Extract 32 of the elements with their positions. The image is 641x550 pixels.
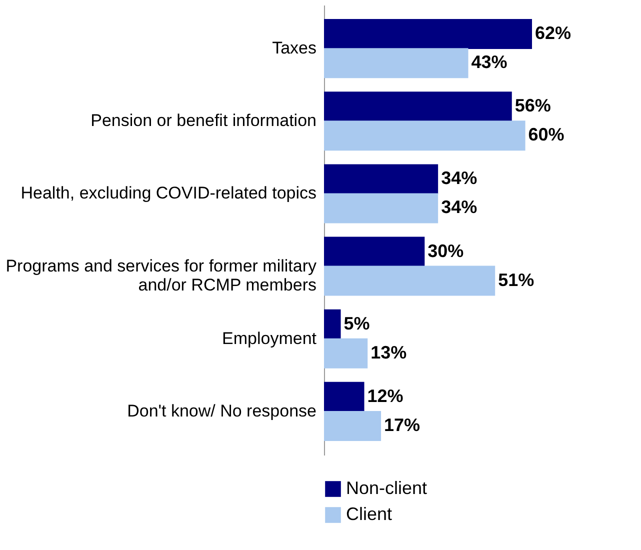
legend-label: Non-client	[346, 478, 428, 498]
data-label: 17%	[384, 414, 420, 435]
y-tick-label: Pension or benefit information	[90, 111, 316, 130]
data-label: 34%	[441, 197, 478, 218]
data-label: 51%	[498, 270, 534, 290]
bar	[324, 19, 532, 50]
y-tick-label: Programs and services for former military and/or RCMP members	[6, 256, 317, 294]
bar	[324, 193, 438, 224]
y-tick-label: Employment	[222, 328, 317, 348]
bar	[324, 266, 496, 296]
data-label: 12%	[367, 386, 404, 406]
data-label: 62%	[535, 23, 572, 44]
data-label: 30%	[428, 240, 464, 261]
bar	[324, 48, 468, 78]
bar	[324, 309, 341, 340]
bar	[324, 120, 526, 151]
data-label: 60%	[528, 124, 564, 145]
legend-label: Client	[346, 504, 392, 524]
data-label: 34%	[441, 168, 478, 188]
y-tick-label: Health, excluding COVID-related topics	[20, 184, 316, 203]
data-label: 13%	[370, 342, 407, 362]
data-label: 43%	[471, 52, 508, 72]
y-tick-label: Taxes	[272, 38, 316, 58]
data-label: 5%	[344, 313, 370, 334]
y-tick-label: Don't know/ No response	[127, 401, 316, 420]
bar	[324, 382, 364, 412]
bar	[324, 410, 382, 441]
bar	[324, 338, 368, 368]
bar	[324, 92, 512, 122]
data-label: 56%	[514, 96, 551, 116]
bar	[324, 164, 438, 194]
bar	[324, 236, 425, 267]
